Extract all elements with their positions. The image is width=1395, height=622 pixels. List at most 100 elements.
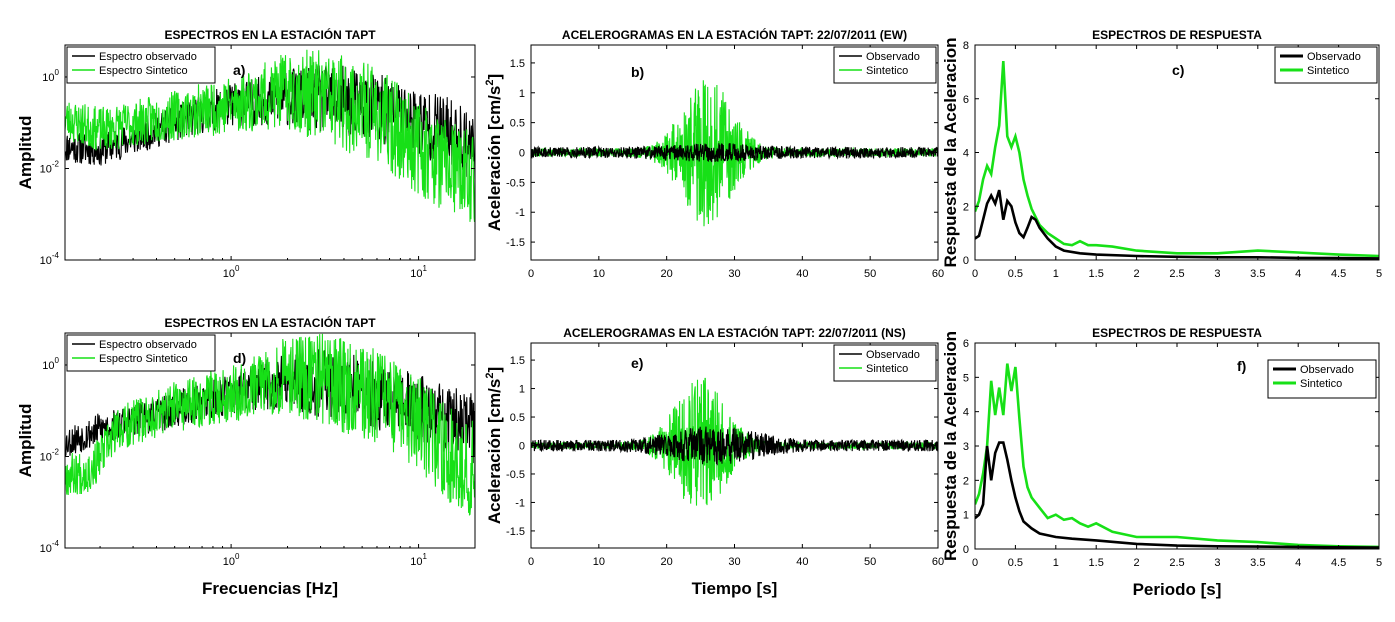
y-axis-label-b: Aceleración [cm/s2] [484, 74, 504, 231]
x-tick-label-f: 1 [1053, 557, 1059, 569]
x-tick-label-c: 0.5 [1008, 268, 1023, 280]
series-line-c-synthetic [975, 61, 1379, 258]
x-tick-label-b: 50 [864, 268, 876, 280]
y-tick-label-e: -1 [515, 497, 525, 509]
x-tick-label-b: 60 [932, 268, 944, 280]
series-line-a-synthetic [65, 49, 475, 222]
legend-entry-d-0: Espectro observado [99, 339, 197, 351]
legend-f: Observado Sintetico [1267, 359, 1377, 399]
legend-d: Espectro observado Espectro Sintetico [66, 334, 216, 372]
legend-box-c [1274, 46, 1378, 84]
panel-label-a: a) [233, 62, 245, 78]
chart-title-b: ACELEROGRAMAS EN LA ESTACIÓN TAPT: 22/07… [562, 27, 907, 42]
legend-entry-e-0: Observado [866, 349, 920, 361]
legend-box-d [66, 334, 216, 372]
x-tick-label-c: 2.5 [1169, 268, 1184, 280]
y-tick-label-f: 3 [963, 441, 969, 453]
legend-b: Observado Sintetico [833, 46, 937, 84]
x-tick-label-d: 100 [223, 552, 240, 568]
x-tick-label-f: 3.5 [1250, 557, 1265, 569]
y-tick-label-f: 0 [963, 544, 969, 556]
y-tick-label-e: 1 [519, 384, 525, 396]
x-axis-label-f: Periodo [s] [1133, 580, 1222, 599]
x-tick-label-c: 3.5 [1250, 268, 1265, 280]
y-tick-label-e: -0.5 [506, 469, 525, 481]
x-tick-label-e: 0 [528, 556, 534, 568]
y-tick-label-b: 1.5 [510, 58, 525, 70]
y-tick-label-e: 1.5 [510, 355, 525, 367]
y-tick-label-b: 0.5 [510, 118, 525, 130]
y-tick-label-e: -1.5 [506, 526, 525, 538]
legend-entry-e-1: Sintetico [866, 363, 908, 375]
y-tick-label-e: 0 [519, 441, 525, 453]
legend-box-e [833, 344, 937, 382]
y-tick-label-e: 0.5 [510, 412, 525, 424]
y-tick-label-d: 100 [42, 356, 59, 372]
legend-c: Observado Sintetico [1274, 46, 1378, 84]
legend-entry-c-0: Observado [1307, 51, 1361, 63]
x-tick-label-f: 4 [1295, 557, 1301, 569]
x-tick-label-c: 4.5 [1331, 268, 1346, 280]
x-tick-label-e: 50 [864, 556, 876, 568]
x-tick-label-d: 101 [410, 552, 427, 568]
y-tick-label-a: 10-2 [40, 159, 60, 175]
y-tick-label-f: 6 [963, 338, 969, 350]
x-tick-label-c: 4 [1295, 268, 1301, 280]
legend-entry-b-0: Observado [866, 51, 920, 63]
legend-entry-f-1: Sintetico [1300, 378, 1342, 390]
series-line-c-observed [975, 189, 1379, 260]
legend-entry-a-1: Espectro Sintetico [99, 65, 188, 77]
x-tick-label-e: 10 [593, 556, 605, 568]
series-line-d-synthetic [65, 333, 475, 516]
legend-entry-f-0: Observado [1300, 364, 1354, 376]
y-tick-label-b: 0 [519, 148, 525, 160]
legend-e: Observado Sintetico [833, 344, 937, 382]
x-tick-label-e: 60 [932, 556, 944, 568]
panel-f: 0 0.5 1 1.5 2 2.5 3 3.5 4 4.5 5 0 1 2 3 4 5 6 ESPECTROS DE… [941, 326, 1382, 599]
y-tick-label-a: 100 [42, 68, 59, 84]
y-tick-label-f: 1 [963, 510, 969, 522]
panel-label-f: f) [1237, 358, 1246, 374]
y-tick-label-b: -0.5 [506, 177, 525, 189]
y-tick-label-d: 10-2 [40, 447, 60, 463]
legend-box-b [833, 46, 937, 84]
y-axis-label-a: Amplitud [16, 116, 35, 190]
x-tick-label-e: 30 [728, 556, 740, 568]
panel-label-b: b) [631, 64, 644, 80]
y-tick-label-b: -1.5 [506, 237, 525, 249]
axes-box-d [64, 332, 476, 549]
x-tick-label-a: 100 [223, 264, 240, 280]
x-tick-label-f: 4.5 [1331, 557, 1346, 569]
y-tick-label-c: 6 [963, 94, 969, 106]
x-tick-label-c: 1 [1053, 268, 1059, 280]
x-tick-label-b: 0 [528, 268, 534, 280]
panel-label-e: e) [631, 355, 643, 371]
x-tick-label-f: 0 [972, 557, 978, 569]
series-line-b-observed [531, 143, 938, 163]
y-tick-label-c: 2 [963, 201, 969, 213]
chart-title-f: ESPECTROS DE RESPUESTA [1092, 326, 1262, 340]
y-axis-label-f: Respuesta de la Aceleracion [941, 331, 960, 561]
x-tick-label-b: 20 [661, 268, 673, 280]
series-line-f-observed [975, 441, 1379, 549]
y-tick-label-f: 2 [963, 475, 969, 487]
panel-a: 100 101 10-4 10-2 100 ESPECTROS EN LA ESTACIÓ… [16, 27, 476, 280]
panel-d: 100 101 10-4 10-2 100 ESPECTROS EN LA ESTACIÓ… [16, 315, 476, 598]
panel-e: 0 10 20 30 40 50 60 -1.5 -1 -0.5 0 0.5 1 1.5 ACELEROGR… [484, 325, 944, 598]
x-axis-label-e: Tiempo [s] [692, 579, 778, 598]
x-tick-label-f: 3 [1214, 557, 1220, 569]
panel-c: 0 0.5 1 1.5 2 2.5 3 3.5 4 4.5 5 0 2 4 6 8 ESPECTROS DE R… [941, 28, 1382, 280]
x-tick-label-e: 20 [661, 556, 673, 568]
x-tick-label-a: 101 [410, 264, 427, 280]
y-axis-label-c: Respuesta de la Aceleracion [941, 38, 960, 268]
y-axis-label-e: Aceleración [cm/s2] [484, 367, 504, 524]
x-tick-label-b: 30 [728, 268, 740, 280]
series-line-e-observed [531, 426, 938, 466]
x-tick-label-c: 3 [1214, 268, 1220, 280]
legend-entry-a-0: Espectro observado [99, 51, 197, 63]
y-tick-label-b: 1 [519, 88, 525, 100]
x-tick-label-f: 1.5 [1089, 557, 1104, 569]
axes-box-a [64, 44, 476, 261]
x-tick-label-f: 2 [1134, 557, 1140, 569]
